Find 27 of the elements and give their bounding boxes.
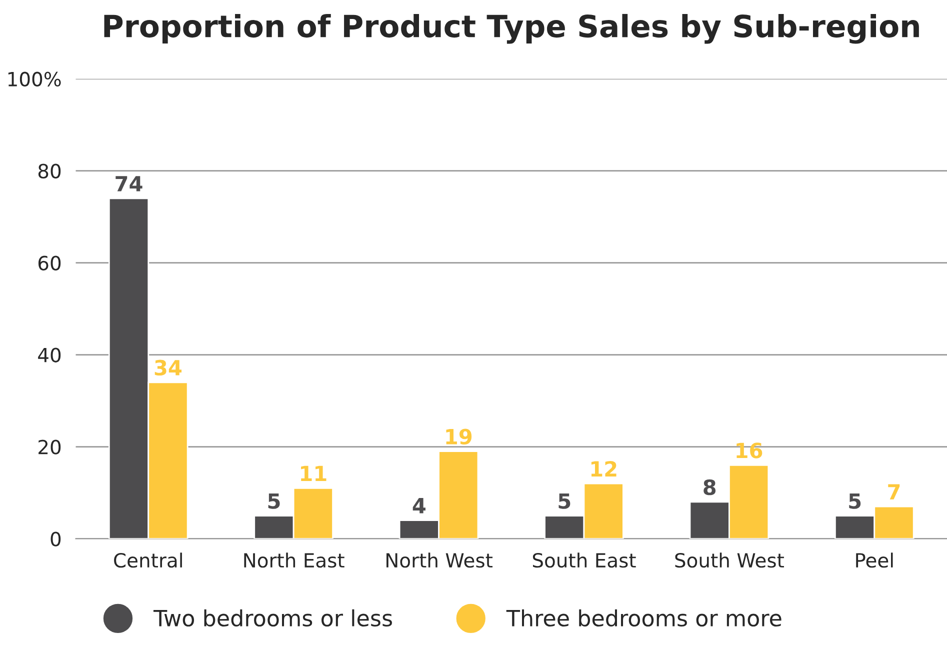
data-label: 4 — [412, 498, 426, 514]
data-label: 5 — [849, 493, 861, 509]
data-label: 5 — [268, 493, 280, 509]
y-tick-label: 80 — [38, 164, 61, 178]
data-label: 19 — [446, 428, 472, 445]
x-tick-label: South West — [675, 552, 784, 568]
x-tick-label: Peel — [856, 552, 893, 568]
data-label: 34 — [154, 360, 182, 376]
chart-title: Proportion of Product Type Sales by Sub-region — [104, 14, 919, 44]
x-tick-label: North East — [244, 552, 344, 568]
x-tick-label: South East — [532, 552, 636, 568]
x-tick-label: North West — [386, 552, 492, 568]
data-label: 74 — [116, 176, 142, 192]
legend-label: Two bedrooms or less — [153, 609, 392, 627]
y-tick-label: 60 — [38, 256, 61, 270]
y-tick-label: 100% — [8, 72, 61, 87]
data-label: 11 — [301, 466, 326, 482]
data-label: 8 — [704, 479, 716, 496]
y-tick-label: 0 — [50, 532, 61, 546]
data-label: 5 — [558, 493, 570, 509]
y-tick-label: 40 — [38, 348, 61, 362]
data-label: 16 — [736, 442, 762, 458]
data-label: 7 — [888, 484, 900, 500]
y-tick-label: 20 — [38, 440, 61, 454]
legend-label: Three bedrooms or more — [506, 609, 782, 627]
x-tick-label: Central — [114, 552, 182, 568]
data-label: 12 — [591, 460, 616, 476]
